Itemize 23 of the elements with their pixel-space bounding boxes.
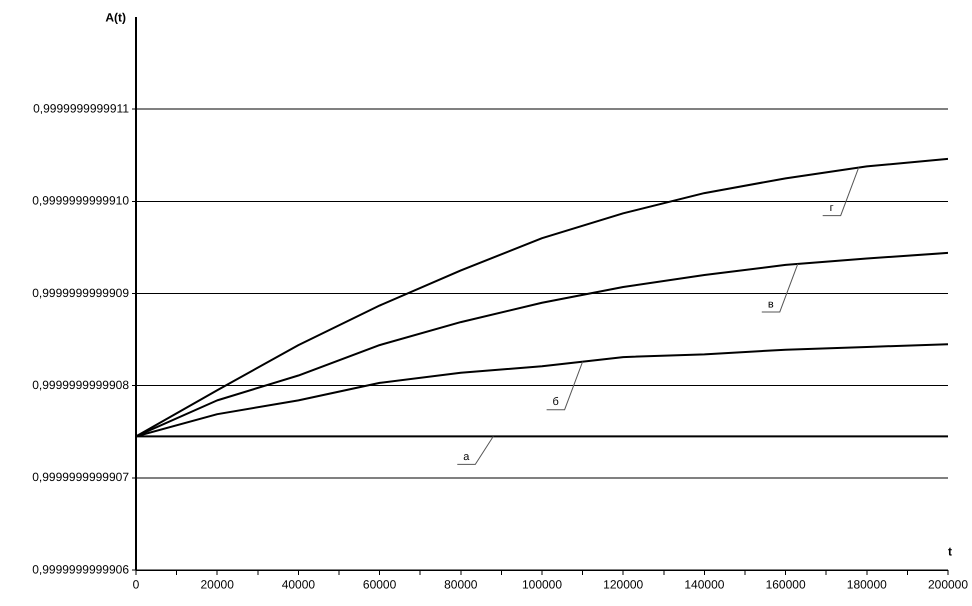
x-tick-label: 120000 [603, 578, 644, 592]
x-tick-label: 60000 [362, 578, 397, 592]
x-tick-label: 100000 [522, 578, 562, 592]
y-tick-label: 0,9999999999911 [33, 101, 130, 116]
y-tick-label: 0,9999999999908 [32, 378, 130, 392]
x-tick-label: 140000 [684, 578, 725, 592]
x-tick-label: 180000 [846, 578, 888, 592]
text: г [830, 202, 834, 214]
y-tick-label: 0,9999999999907 [32, 470, 130, 484]
x-tick-label: 0 [132, 578, 140, 592]
x-tick-label: 200000 [928, 578, 968, 592]
y-tick-label: 0,9999999999909 [32, 286, 130, 300]
y-tick-label: 0,9999999999906 [32, 562, 130, 576]
chart-title: A(t) [105, 10, 126, 24]
x-axis-title: t [948, 544, 952, 558]
x-tick-label: 80000 [444, 578, 478, 592]
x-tick-label: 160000 [766, 578, 806, 592]
series-label: а [463, 450, 470, 463]
x-tick-label: 40000 [282, 578, 316, 592]
text: б [552, 396, 559, 408]
x-tick-label: 20000 [200, 578, 234, 592]
y-tick-label: 0,9999999999910 [32, 194, 130, 208]
text: в [768, 298, 774, 311]
